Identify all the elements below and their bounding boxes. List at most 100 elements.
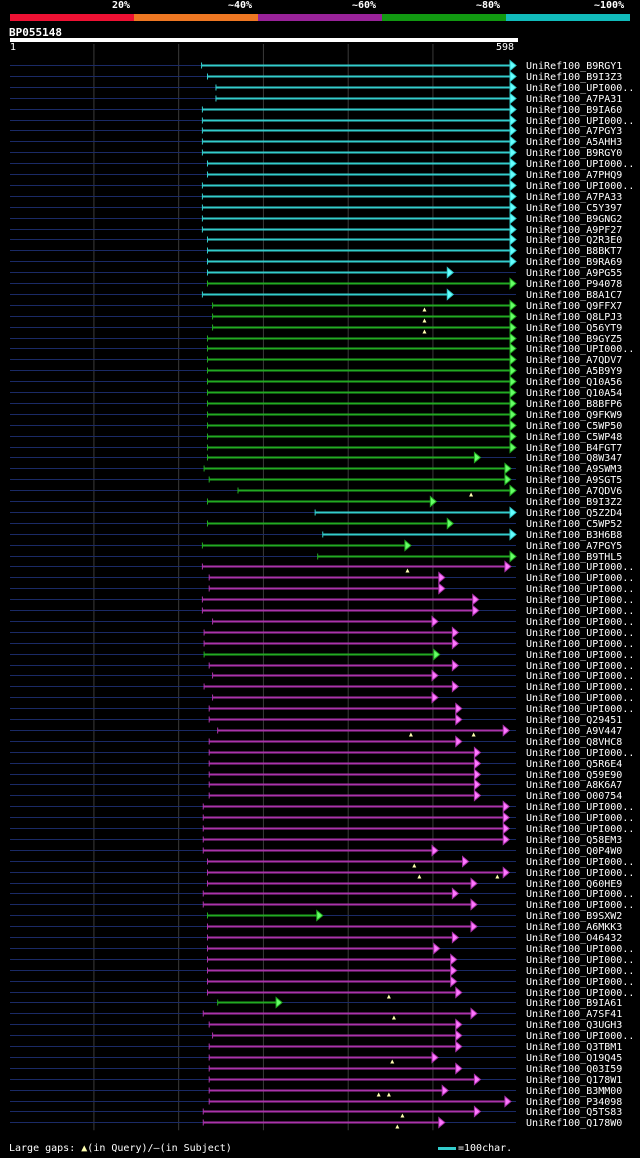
hit-label: UniRef100_Q0P4W0 <box>526 846 622 857</box>
hit-gap-marker <box>386 1092 391 1097</box>
hit-arrowhead <box>455 702 463 715</box>
hit-arrowhead <box>509 135 517 148</box>
hit-arrowhead <box>473 768 482 781</box>
hit-arrowhead <box>509 146 517 159</box>
hit-label: UniRef100_A7PGY5 <box>526 541 622 552</box>
hit-label: UniRef100_UPI000.. <box>526 562 634 573</box>
hit-label: UniRef100_A9PG55 <box>526 268 622 279</box>
hit-arrowhead <box>441 1084 449 1097</box>
legend-bar-60 <box>258 14 382 21</box>
hit-label: UniRef100_UPI000.. <box>526 344 634 355</box>
hit-gap-marker <box>400 1113 405 1118</box>
gaps-label: Large gaps: <box>9 1143 76 1154</box>
hit-arrowhead <box>470 898 478 911</box>
hit-label: UniRef100_Q5R6E4 <box>526 759 622 770</box>
hit-arrowhead <box>509 157 517 170</box>
hit-label: UniRef100_UPI000.. <box>526 671 634 682</box>
hit-arrowhead <box>509 342 517 355</box>
legend-label-20: 20% <box>112 0 131 11</box>
query-id: BP055148 <box>9 26 62 39</box>
hit-gap-marker <box>422 318 427 323</box>
hit-arrowhead <box>472 593 480 606</box>
hit-arrowhead <box>433 942 441 955</box>
hit-arrowhead <box>431 1051 439 1064</box>
hit-arrowhead <box>455 735 463 748</box>
hit-arrowhead <box>473 778 482 791</box>
scale-key-label: =100char. <box>458 1143 513 1154</box>
hit-arrowhead <box>404 539 412 552</box>
hit-arrowhead <box>455 1062 463 1075</box>
hit-arrowhead <box>473 789 482 802</box>
hit-arrowhead <box>509 430 517 443</box>
hit-arrowhead <box>502 866 511 879</box>
hit-label: UniRef100_UPI000.. <box>526 584 634 595</box>
hit-arrowhead <box>455 1018 463 1031</box>
hit-label: UniRef100_Q8VHC8 <box>526 737 622 748</box>
hit-label: UniRef100_A7QDV7 <box>526 355 622 366</box>
hit-arrowhead <box>509 103 517 116</box>
hit-label: UniRef100_A9SGT5 <box>526 475 622 486</box>
hit-label: UniRef100_Q5Z2D4 <box>526 508 622 519</box>
hit-arrowhead <box>502 811 511 824</box>
hit-arrowhead <box>509 321 517 334</box>
hit-arrowhead <box>451 931 460 944</box>
hit-arrowhead <box>470 1007 478 1020</box>
hit-arrowhead <box>509 550 517 563</box>
hit-label: UniRef100_C5WP50 <box>526 421 622 432</box>
hit-label: UniRef100_O00754 <box>526 791 622 802</box>
hit-arrowhead <box>446 266 455 279</box>
hit-arrowhead <box>473 746 482 759</box>
hit-arrowhead <box>504 1095 512 1108</box>
hit-label: UniRef100_B3MM00 <box>526 1086 622 1097</box>
hit-arrowhead <box>433 648 441 661</box>
hit-arrowhead <box>509 59 517 72</box>
hit-label: UniRef100_A9SWM3 <box>526 464 622 475</box>
hit-label: UniRef100_A6MKK3 <box>526 922 622 933</box>
legend-bar-100 <box>506 14 630 21</box>
hit-arrowhead <box>455 1029 463 1042</box>
hit-label: UniRef100_UPI000.. <box>526 857 634 868</box>
hit-label: UniRef100_Q3UGH3 <box>526 1020 622 1031</box>
hit-arrowhead <box>451 887 460 900</box>
hit-label: UniRef100_A7SF41 <box>526 1009 622 1020</box>
query-end-label: 598 <box>496 42 515 53</box>
hit-label: UniRef100_UPI000.. <box>526 802 634 813</box>
hit-arrowhead <box>509 332 517 345</box>
hit-arrowhead <box>431 844 439 857</box>
hit-label: UniRef100_UPI000.. <box>526 868 634 879</box>
hit-arrowhead <box>509 386 517 399</box>
hit-label: UniRef100_O46432 <box>526 933 622 944</box>
hit-label: UniRef100_B9RGY1 <box>526 61 622 72</box>
hit-arrowhead <box>502 724 511 737</box>
hit-label: UniRef100_A7PA33 <box>526 192 622 203</box>
hit-label: UniRef100_B9I3Z2 <box>526 497 622 508</box>
query-scale-line <box>10 38 518 42</box>
hit-label: UniRef100_Q10A54 <box>526 388 622 399</box>
hit-label: UniRef100_UPI000.. <box>526 159 634 170</box>
hit-label: UniRef100_B9RGY0 <box>526 148 622 159</box>
hit-label: UniRef100_A8K6A7 <box>526 780 622 791</box>
hit-arrowhead <box>509 441 517 454</box>
hit-label: UniRef100_B3H6B8 <box>526 530 622 541</box>
hit-label: UniRef100_UPI000.. <box>526 639 634 650</box>
hit-label: UniRef100_Q8W347 <box>526 453 622 464</box>
hit-label: UniRef100_UPI000.. <box>526 944 634 955</box>
hit-arrowhead <box>509 419 517 432</box>
hit-gap-marker <box>376 1092 381 1097</box>
scale-swatch <box>438 1146 456 1150</box>
hit-arrowhead <box>455 713 463 726</box>
hit-arrowhead <box>473 451 482 464</box>
hit-label: UniRef100_A9PF27 <box>526 225 622 236</box>
hit-arrowhead <box>509 397 517 410</box>
hit-arrowhead <box>275 996 283 1009</box>
hit-arrowhead <box>504 560 512 573</box>
hit-arrowhead <box>509 484 517 497</box>
hit-arrowhead <box>429 495 438 508</box>
hit-label: UniRef100_B9RA69 <box>526 257 622 268</box>
footer-legend: Large gaps: ▲(in Query)/–(in Subject) <box>9 1143 232 1154</box>
hit-label: UniRef100_Q178W1 <box>526 1075 622 1086</box>
hit-gap-marker <box>495 874 500 879</box>
hit-arrowhead <box>509 528 517 541</box>
hit-arrowhead <box>438 1116 446 1129</box>
